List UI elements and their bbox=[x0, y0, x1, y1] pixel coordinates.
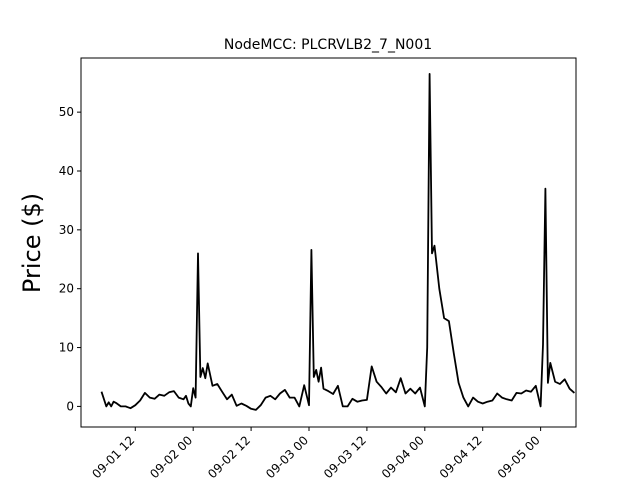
price-series-line bbox=[100, 73, 575, 411]
y-tick-label: 40 bbox=[59, 164, 74, 178]
y-tick-label: 50 bbox=[59, 105, 74, 119]
y-tick-label: 0 bbox=[66, 399, 74, 413]
y-tick-label: 10 bbox=[59, 341, 74, 355]
chart-title: NodeMCC: PLCRVLB2_7_N001 bbox=[224, 37, 432, 53]
axes-frame bbox=[80, 57, 577, 428]
y-axis-label: Price ($) bbox=[18, 193, 46, 293]
y-tick-label: 20 bbox=[59, 282, 74, 296]
y-tick-label: 30 bbox=[59, 223, 74, 237]
